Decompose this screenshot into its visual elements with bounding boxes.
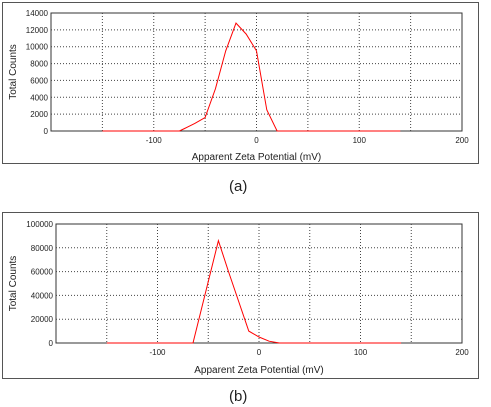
chart-a-svg: 0 2000 4000 6000 8000 10000 12000 14000 -100 0 100… [8,9,469,163]
x-tick-label: -100 [149,348,166,357]
panel-caption-b: (b) [229,388,248,405]
x-tick-label: 200 [455,348,469,357]
x-tick-label: 100 [354,348,368,357]
y-tick-label: 12000 [26,26,49,35]
y-tick-label: 10000 [26,43,49,52]
panel-caption-a: (a) [229,178,248,195]
x-axis-label: Apparent Zeta Potential (mV) [194,365,324,376]
x-axis-label: Apparent Zeta Potential (mV) [192,152,322,163]
data-series-line [106,238,402,344]
x-tick-label: 100 [353,136,367,145]
x-tick-label: 200 [455,136,469,145]
chart-panel-a: 0 2000 4000 6000 8000 10000 12000 14000 -100 0 100… [2,2,479,164]
data-series-line [102,22,401,132]
y-tick-label: 4000 [30,93,48,102]
y-tick-label: 100000 [26,220,53,229]
y-tick-label: 6000 [30,76,48,85]
y-tick-label: 8000 [30,60,48,69]
y-tick-label: 60000 [31,268,54,277]
x-tick-label: 0 [254,136,259,145]
y-axis-label: Total Counts [8,256,19,312]
y-tick-label: 0 [49,339,54,348]
plot-area [55,223,463,344]
x-tick-label: -100 [146,136,163,145]
y-tick-label: 80000 [31,244,54,253]
y-tick-label: 40000 [31,291,54,300]
y-tick-label: 0 [44,127,49,136]
y-tick-label: 20000 [31,315,54,324]
chart-panel-b: 0 20000 40000 60000 80000 100000 -100 0 100 200 Ap… [2,212,479,379]
y-axis-label: Total Counts [8,44,19,100]
chart-b-svg: 0 20000 40000 60000 80000 100000 -100 0 100 200 Ap… [8,220,469,376]
y-tick-label: 14000 [26,9,49,18]
plot-area [50,12,463,132]
y-tick-label: 2000 [30,110,48,119]
x-tick-label: 0 [257,348,262,357]
